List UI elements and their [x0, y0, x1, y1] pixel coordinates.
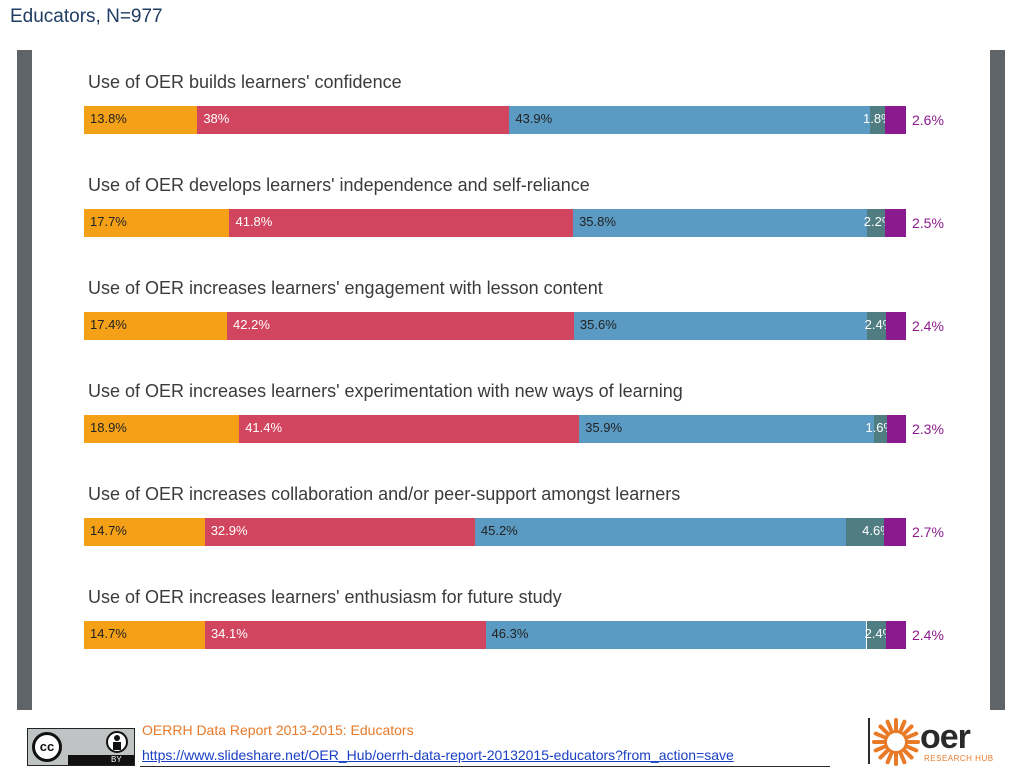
cc-license-badge[interactable]: cc BY	[27, 728, 135, 766]
bar-segment: 32.9%	[204, 518, 475, 546]
right-frame-bar	[990, 50, 1005, 710]
bar-row: 17.4% 42.2% 35.6% 2.4% 2.4%	[84, 312, 944, 340]
left-frame-bar	[17, 50, 32, 710]
data-label: 17.7%	[90, 214, 127, 229]
bar-segment: 41.4%	[239, 415, 580, 443]
bar-segment: 2.3%	[887, 415, 944, 443]
data-label: 2.6%	[911, 112, 944, 128]
data-label: 32.9%	[210, 523, 248, 538]
by-strip	[68, 755, 134, 765]
bar-segment: 17.7%	[84, 209, 230, 237]
data-label: 13.8%	[90, 111, 127, 126]
sunburst-ray	[904, 744, 919, 753]
bar-segment: 1.8%	[863, 106, 893, 134]
sunburst-ray	[885, 719, 894, 734]
bar-segment: 2.4%	[865, 312, 894, 340]
sunburst-ray	[873, 731, 888, 740]
sunburst-ray	[898, 750, 907, 765]
bar-segment: 46.3%	[485, 621, 867, 649]
data-label: 2.4%	[911, 627, 944, 643]
bar-segment: 13.8%	[84, 106, 198, 134]
data-label: 2.7%	[911, 524, 944, 540]
data-label: 42.2%	[233, 317, 270, 332]
bar-segment: 34.1%	[204, 621, 486, 649]
sunburst-ray	[901, 747, 914, 760]
bar-segment: 42.2%	[227, 312, 574, 340]
oer-logo: oer RESEARCH HUB	[872, 716, 1002, 766]
bar-segment: 2.2%	[864, 209, 893, 237]
sunburst-ray	[885, 750, 894, 765]
logo-divider	[868, 718, 870, 764]
bar-segment: 35.6%	[573, 312, 867, 340]
question-title: Use of OER increases learners' experimen…	[88, 381, 683, 401]
data-label: 38%	[203, 111, 230, 126]
data-label: 18.9%	[90, 420, 127, 435]
sunburst-ray	[901, 724, 914, 737]
bar-segment: 35.9%	[579, 415, 874, 443]
bar-segment: 2.4%	[886, 621, 944, 649]
data-label: 41.4%	[245, 420, 283, 435]
bar-segment: 14.7%	[84, 621, 205, 649]
attribution-icon	[106, 731, 128, 753]
bar-row: 13.8% 38% 43.9% 1.8% 2.6%	[84, 106, 944, 134]
sunburst-ray	[898, 719, 907, 734]
bar-segment: 2.5%	[885, 209, 944, 237]
data-label: 45.2%	[480, 523, 518, 538]
data-label: 2.5%	[911, 215, 944, 231]
sunburst-ray	[878, 724, 891, 737]
data-label: 35.6%	[579, 317, 617, 332]
bar-segment: 2.4%	[865, 621, 894, 649]
cc-icon: cc	[32, 732, 62, 762]
data-label: 2.4%	[911, 318, 944, 334]
data-label: 14.7%	[90, 626, 127, 641]
bar-segment: 45.2%	[474, 518, 847, 546]
slide-title: Educators, N=977	[10, 6, 163, 27]
bar-row: 18.9% 41.4% 35.9% 1.6% 2.3%	[84, 415, 944, 443]
logo-word: oer	[920, 718, 971, 756]
data-label: 14.7%	[90, 523, 127, 538]
bar-segment: 1.6%	[865, 415, 895, 443]
report-title: OERRH Data Report 2013-2015: Educators	[142, 722, 414, 738]
bar-row: 14.7% 32.9% 45.2% 4.6% 2.7%	[84, 518, 944, 546]
question-title: Use of OER increases collaboration and/o…	[88, 484, 681, 504]
bar-segment: 17.4%	[84, 312, 228, 340]
stacked-bar-chart: Use of OER builds learners' confidence 13…	[32, 50, 990, 710]
data-label: 41.8%	[235, 214, 273, 229]
question-title: Use of OER develops learners' independen…	[88, 175, 590, 195]
data-label: 34.1%	[210, 626, 248, 641]
bar-segment: 41.8%	[229, 209, 574, 237]
bar-segment: 43.9%	[509, 106, 870, 134]
data-label: 2.3%	[911, 421, 944, 437]
report-link[interactable]: https://www.slideshare.net/OER_Hub/oerrh…	[142, 747, 734, 763]
sunburst-ray	[878, 747, 891, 760]
sunburst-ray	[873, 744, 888, 753]
bar-segment: 14.7%	[84, 518, 205, 546]
bar-segment: 35.8%	[573, 209, 868, 237]
data-label: 46.3%	[491, 626, 529, 641]
data-label: 17.4%	[90, 317, 127, 332]
sunburst-icon	[872, 718, 920, 766]
bar-row: 14.7% 34.1% 46.3% 2.4% 2.4%	[84, 621, 944, 649]
bar-segment: 2.7%	[883, 518, 944, 546]
logo-subtitle: RESEARCH HUB	[924, 754, 994, 763]
sunburst-ray	[904, 731, 919, 740]
bar-segment: 18.9%	[84, 415, 240, 443]
bar-segment: 38%	[197, 106, 510, 134]
bar-segment: 2.6%	[884, 106, 944, 134]
data-label: 35.8%	[579, 214, 616, 229]
bar-segment: 2.4%	[886, 312, 944, 340]
question-title: Use of OER increases learners' engagemen…	[88, 278, 603, 298]
bar-segment: 4.6%	[846, 518, 892, 546]
question-title: Use of OER increases learners' enthusias…	[88, 587, 562, 607]
bar-row: 17.7% 41.8% 35.8% 2.2% 2.5%	[84, 209, 944, 237]
question-title: Use of OER builds learners' confidence	[88, 72, 402, 92]
footer-divider	[140, 766, 830, 767]
by-label: BY	[111, 755, 122, 764]
data-label: 43.9%	[515, 111, 553, 126]
data-label: 35.9%	[585, 420, 623, 435]
